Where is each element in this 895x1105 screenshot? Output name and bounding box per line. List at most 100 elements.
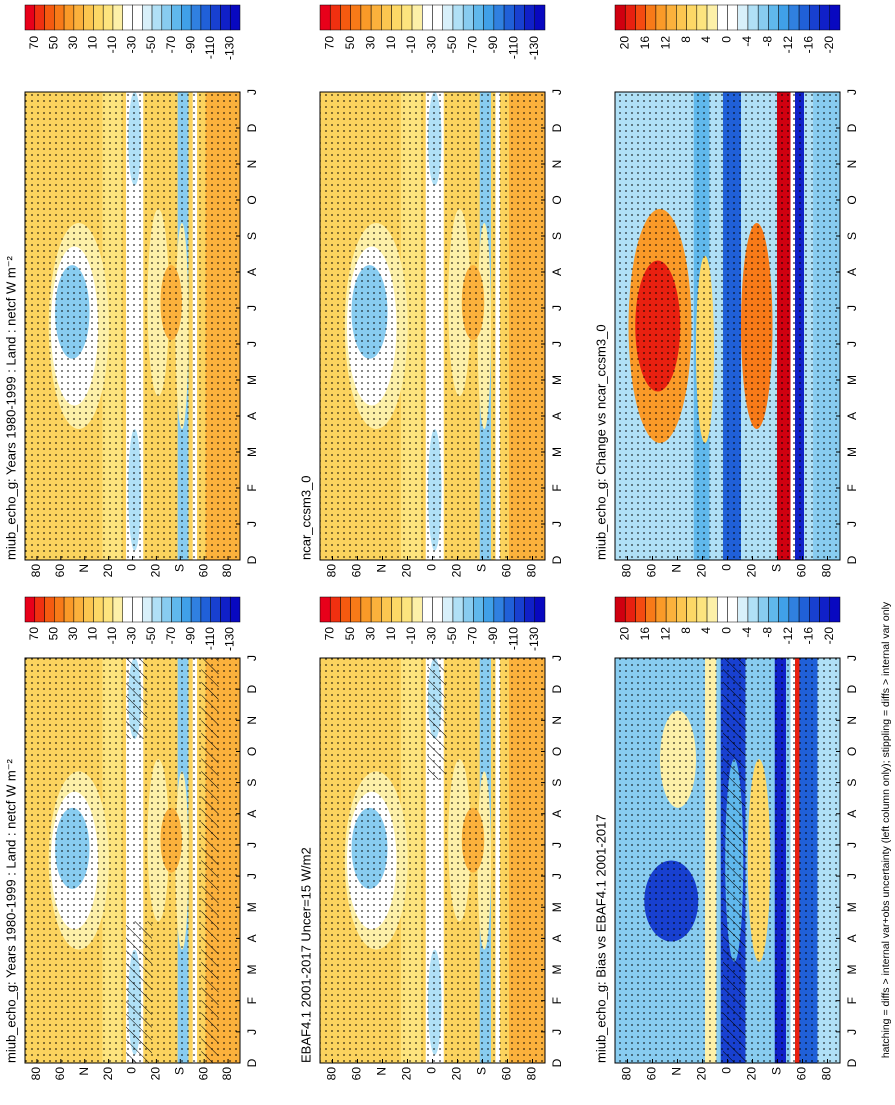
month-label: J	[550, 341, 564, 347]
colorbar-swatch	[635, 596, 646, 623]
colorbar-swatch	[829, 4, 841, 31]
lat-label: 20	[149, 1067, 163, 1081]
lat-label: 60	[53, 564, 67, 578]
colorbar-swatch	[747, 4, 759, 31]
colorbar-swatch	[809, 596, 820, 623]
lat-label: 60	[645, 564, 659, 578]
month-label: O	[845, 195, 859, 204]
colorbar-swatch	[635, 4, 646, 31]
colorbar-swatch	[778, 596, 790, 623]
month-label: M	[845, 965, 859, 975]
lat-label: 80	[525, 1067, 539, 1081]
colorbar-swatch	[493, 4, 505, 31]
colorbar-swatch	[442, 596, 454, 623]
colorbar-swatch	[54, 596, 65, 623]
colorbar-swatch	[200, 4, 211, 31]
colorbar-label: -50	[445, 36, 459, 54]
month-label: A	[245, 810, 259, 818]
month-label: D	[845, 555, 859, 564]
month-label: M	[550, 375, 564, 385]
month-label: F	[550, 484, 564, 491]
colorbar-swatch	[503, 4, 515, 31]
lat-label: 80	[29, 564, 43, 578]
lat-label: 20	[450, 1067, 464, 1081]
colorbar-swatch	[132, 596, 143, 623]
month-label: A	[845, 810, 859, 818]
colorbar-swatch	[229, 4, 241, 31]
month-label: A	[845, 412, 859, 420]
month-label: S	[845, 779, 859, 787]
colorbar-swatch	[44, 4, 55, 31]
colorbar-swatch	[422, 596, 433, 623]
month-label: D	[245, 555, 259, 564]
lat-label: S	[475, 564, 489, 572]
month-label: N	[845, 716, 859, 725]
month-label: S	[550, 779, 564, 787]
colorbar-swatch	[132, 4, 143, 31]
colorbar-swatch	[122, 596, 133, 623]
colorbar-swatch	[665, 596, 677, 623]
colorbar-swatch	[452, 4, 464, 31]
colorbar-label: -4	[740, 36, 754, 47]
hatching	[126, 921, 152, 1063]
colorbar-label: -50	[445, 627, 459, 645]
colorbar-swatch	[503, 596, 515, 623]
colorbar-label: 16	[638, 36, 652, 50]
colorbar-swatch	[706, 596, 718, 623]
colorbar-label: 30	[363, 36, 377, 50]
colorbar-swatch	[645, 4, 657, 31]
colorbar-swatch	[432, 4, 443, 31]
month-label: J	[845, 341, 859, 347]
field	[615, 658, 840, 1063]
colorbar-swatch	[319, 596, 331, 623]
colorbar-label: 8	[679, 36, 693, 43]
colorbar-swatch	[655, 4, 667, 31]
lat-label: 60	[350, 1067, 364, 1081]
footer-note: hatching = diffs > internal var+obs unce…	[880, 601, 892, 1058]
colorbar-label: 70	[322, 627, 336, 641]
colorbar-swatch	[788, 596, 800, 623]
month-label: D	[550, 123, 564, 132]
colorbar-swatch	[483, 4, 495, 31]
colorbar-label: 10	[384, 36, 398, 50]
month-label: A	[845, 934, 859, 942]
panel-title: ncar_ccsm3_0	[298, 475, 313, 560]
colorbar-swatch	[737, 596, 749, 623]
field	[25, 92, 240, 560]
month-label: A	[550, 934, 564, 942]
colorbar-swatch	[717, 596, 728, 623]
lat-label: 0	[425, 1067, 439, 1074]
month-label: J	[245, 341, 259, 347]
lat-label: 80	[820, 564, 834, 578]
lat-label: 80	[29, 1067, 43, 1081]
month-label: J	[845, 873, 859, 879]
colorbar-label: 70	[322, 36, 336, 50]
lat-label: 80	[820, 1067, 834, 1081]
month-label: O	[245, 195, 259, 204]
month-label: D	[550, 684, 564, 693]
month-label: J	[550, 89, 564, 95]
month-label: D	[845, 684, 859, 693]
month-label: J	[845, 842, 859, 848]
colorbar-swatch	[34, 4, 45, 31]
colorbar-swatch	[676, 4, 687, 31]
month-label: S	[245, 232, 259, 240]
month-label: F	[845, 484, 859, 491]
month-label: J	[245, 842, 259, 848]
colorbar-swatch	[483, 596, 495, 623]
colorbar-swatch	[514, 596, 525, 623]
colorbar-swatch	[142, 4, 153, 31]
colorbar-label: -20	[822, 627, 836, 645]
colorbar-swatch	[151, 4, 163, 31]
colorbar-label: 10	[86, 36, 100, 50]
colorbar-swatch	[161, 4, 172, 31]
colorbar-swatch	[54, 4, 65, 31]
colorbar-swatch	[747, 596, 759, 623]
month-label: J	[245, 873, 259, 879]
month-label: A	[550, 268, 564, 276]
lat-label: N	[670, 564, 684, 573]
colorbar-label: -110	[506, 36, 520, 59]
lat-label: 60	[196, 564, 210, 578]
stippling	[25, 92, 240, 560]
